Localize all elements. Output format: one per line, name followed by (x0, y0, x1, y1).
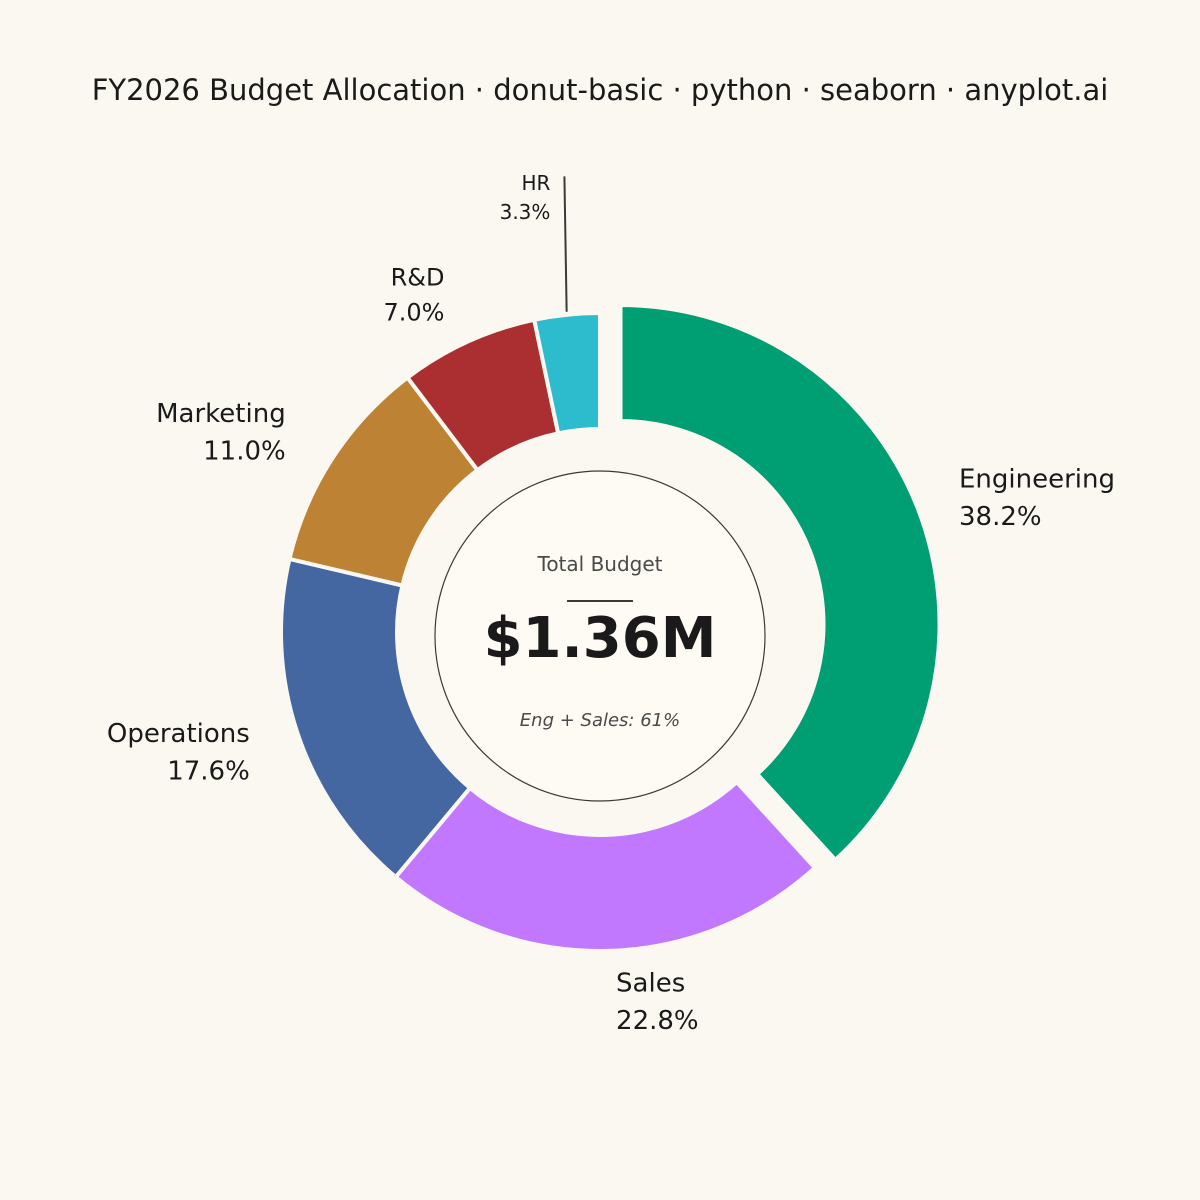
slice-operations (279, 556, 473, 880)
slice-labels: Engineering 38.2% Sales 22.8% Operations 17.6… (107, 171, 1115, 1036)
center-panel: Total Budget $1.36M Eng + Sales: 61% (434, 470, 766, 802)
chart-title: FY2026 Budget Allocation · donut-basic ·… (92, 73, 1109, 107)
center-title: Total Budget (537, 552, 663, 576)
slice-label-category: Operations (107, 719, 250, 749)
leader-line-hr (563, 176, 568, 312)
slice-label-percent: 7.0% (383, 298, 444, 326)
center-note: Eng + Sales: 61% (520, 710, 680, 731)
slice-label-category: Engineering (959, 464, 1115, 494)
slice-hr (532, 311, 602, 436)
slice-label-marketing: Marketing 11.0% (156, 399, 286, 467)
slice-label-percent: 11.0% (203, 436, 286, 466)
slice-label-category: R&D (391, 264, 445, 292)
slice-label-engineering: Engineering 38.2% (959, 464, 1115, 532)
slice-label-category: Marketing (156, 399, 286, 429)
slice-label-sales: Sales 22.8% (616, 968, 699, 1036)
slice-label-operations: Operations 17.6% (107, 719, 250, 787)
slice-engineering (618, 303, 942, 862)
slice-label-category: HR (521, 171, 550, 195)
center-circle (434, 470, 766, 802)
slice-label-percent: 3.3% (500, 200, 551, 224)
slice-label-percent: 17.6% (167, 757, 250, 787)
center-value: $1.36M (484, 606, 717, 671)
slice-label-category: Sales (616, 968, 685, 998)
donut-slices (279, 303, 942, 953)
slice-label-randd: R&D 7.0% (383, 264, 444, 327)
slice-sales (393, 780, 817, 953)
slice-label-hr: HR 3.3% (500, 171, 551, 224)
slice-label-percent: 22.8% (616, 1006, 699, 1036)
slice-label-percent: 38.2% (959, 502, 1042, 532)
